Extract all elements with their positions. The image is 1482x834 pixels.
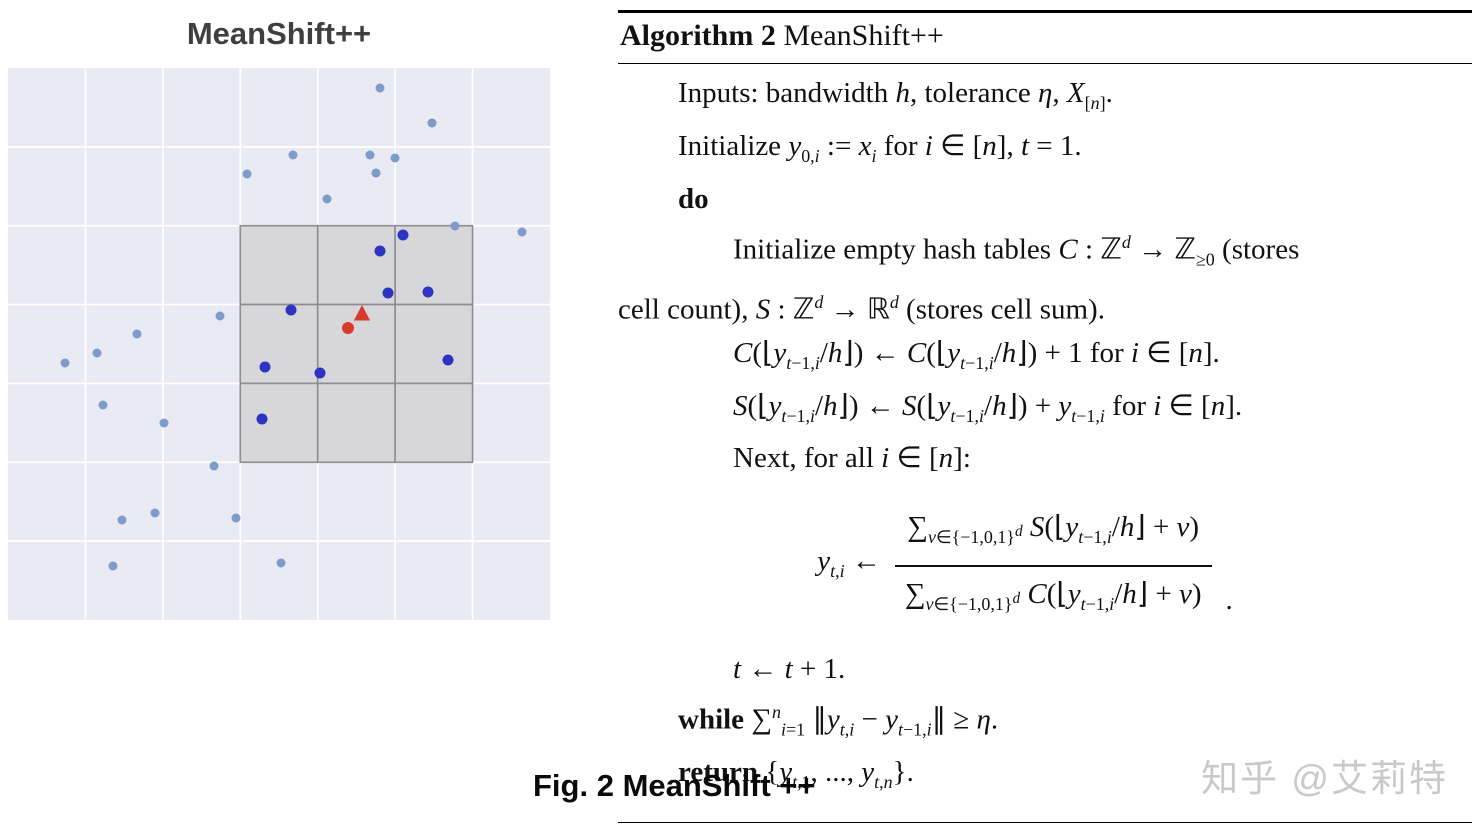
algorithm-header-rule bbox=[618, 63, 1472, 64]
algorithm-top-rule bbox=[618, 10, 1472, 13]
algo-line-inputs: Inputs: bandwidth h, tolerance η, X[n]. bbox=[678, 77, 1113, 113]
algo-line-sum-update: S(⌊yt−1,i/h⌋) ← S(⌊yt−1,i/h⌋) + yt−1,i f… bbox=[733, 389, 1243, 426]
figure-caption: Fig. 2 MeanShift ++ bbox=[533, 768, 816, 803]
equation-period: . bbox=[1225, 583, 1233, 616]
plot-title: MeanShift++ bbox=[186, 16, 372, 51]
algo-line-return: return {yt,1, ..., yt,n}. bbox=[678, 756, 914, 793]
algorithm-title: MeanShift++ bbox=[775, 19, 944, 52]
algo-equation: yt,i ← ∑v∈{−1,0,1}d S(⌊yt−1,i/h⌋ + v) ∑v… bbox=[618, 506, 1432, 626]
equation-fraction: ∑v∈{−1,0,1}d S(⌊yt−1,i/h⌋ + v) ∑v∈{−1,0,… bbox=[894, 506, 1212, 626]
algo-line-t-increment: t ← t + 1. bbox=[733, 652, 846, 685]
algo-line-do: do bbox=[678, 182, 709, 215]
algorithm-number-label: Algorithm 2 bbox=[620, 19, 776, 52]
algo-line-initialize: Initialize y0,i := xi for i ∈ [n], t = 1… bbox=[678, 129, 1082, 166]
algorithm-box: Algorithm 2 MeanShift++ Inputs: bandwidt… bbox=[618, 10, 1472, 824]
watermark: 知乎 @艾莉特 bbox=[1201, 758, 1448, 799]
scatter-plot-canvas bbox=[8, 68, 550, 620]
algorithm-bottom-rule bbox=[618, 822, 1472, 824]
algo-line-while: while ∑ni=1 ∥yt,i − yt−1,i∥ ≥ η. bbox=[678, 701, 999, 740]
scatter-plot bbox=[8, 68, 550, 620]
equation-lhs: yt,i ← bbox=[817, 544, 881, 581]
algo-line-hash-tables: Initialize empty hash tables C : ℤd → ℤ≥… bbox=[733, 231, 1300, 270]
equation-numerator: ∑v∈{−1,0,1}d S(⌊yt−1,i/h⌋ + v) bbox=[894, 506, 1212, 568]
equation-denominator: ∑v∈{−1,0,1}d C(⌊yt−1,i/h⌋ + v) bbox=[904, 578, 1202, 614]
algo-line-count-update: C(⌊yt−1,i/h⌋) ← C(⌊yt−1,i/h⌋) + 1 for i … bbox=[733, 336, 1220, 373]
algo-line-next: Next, for all i ∈ [n]: bbox=[733, 442, 971, 475]
algorithm-body: Inputs: bandwidth h, tolerance η, X[n]. … bbox=[618, 64, 1472, 804]
algo-line-hash-tables-2: cell count), S : ℤd → ℝd (stores cell su… bbox=[618, 292, 1105, 326]
algorithm-header: Algorithm 2 MeanShift++ bbox=[618, 13, 1472, 57]
